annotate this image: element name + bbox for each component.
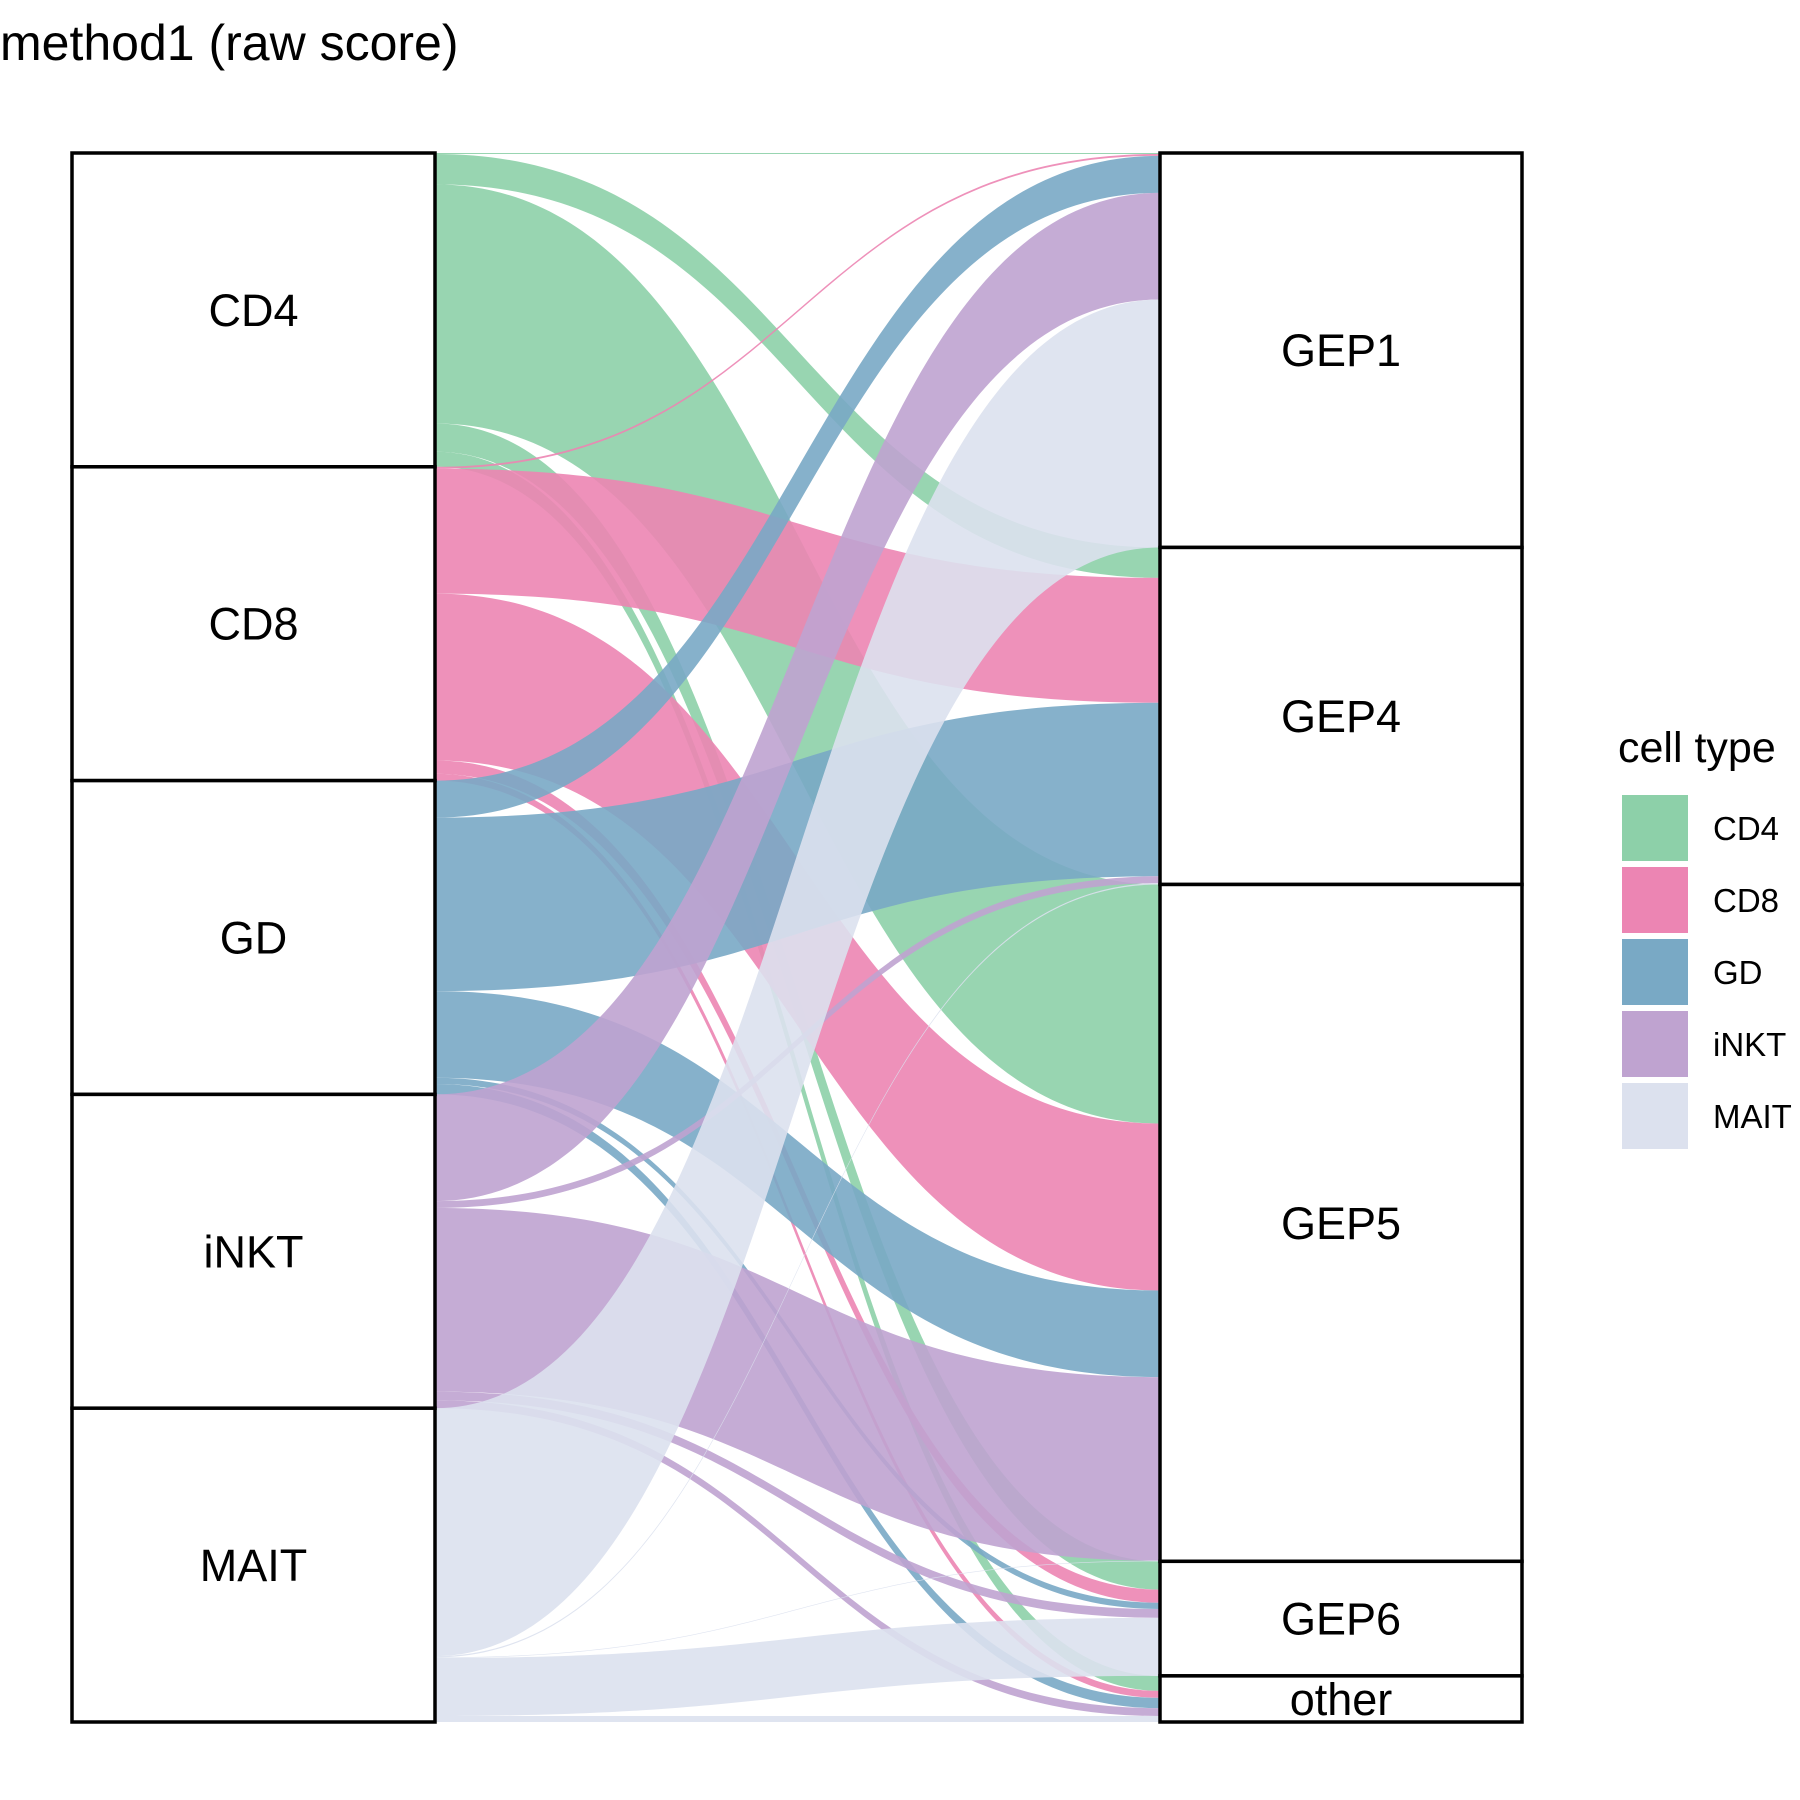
node-mait [70, 1406, 437, 1724]
node-gep1 [1158, 151, 1524, 550]
flows-layer [435, 153, 1160, 1722]
legend-label-cd4: CD4 [1713, 810, 1779, 847]
flow-cd8-to-gep1 [435, 153, 1160, 469]
flow-inkt-to-gep6 [435, 1391, 1160, 1618]
legend-label-mait: MAIT [1713, 1098, 1792, 1135]
flow-cd8-to-other [435, 773, 1160, 1698]
flow-cd4-to-gep4 [435, 153, 1160, 578]
legend-swatch-gd [1622, 939, 1688, 1005]
node-gep5 [1158, 882, 1524, 1564]
legend-label-cd8: CD8 [1713, 882, 1779, 919]
legend-swatch-mait [1622, 1083, 1688, 1149]
flow-mait-to-other [435, 1716, 1160, 1722]
flow-gd-to-gep4 [435, 702, 1160, 992]
flow-cd4-to-gep1 [435, 153, 1160, 154]
flow-gd-to-gep1 [435, 155, 1160, 818]
node-label-mait: MAIT [200, 1540, 308, 1591]
node-label-inkt: iNKT [204, 1226, 304, 1277]
legend-swatch-inkt [1622, 1011, 1688, 1077]
node-gep4 [1158, 545, 1524, 887]
node-gep6 [1158, 1559, 1524, 1678]
node-label-other: other [1290, 1674, 1393, 1725]
legend-label-gd: GD [1713, 954, 1763, 991]
flow-inkt-to-other [435, 1400, 1160, 1717]
node-cd4 [70, 151, 437, 469]
node-other [1158, 1674, 1524, 1724]
legend: cell type CD4 CD8 GD iNKT MAIT [1618, 724, 1792, 1149]
node-label-gep4: GEP4 [1281, 691, 1401, 742]
legend-title: cell type [1618, 724, 1776, 772]
node-label-cd4: CD4 [208, 285, 298, 336]
node-inkt [70, 1092, 437, 1410]
nodes-layer: CD4 CD8 GD iNKT MAIT GEP1 GEP4 GEP5 GEP6 other [70, 151, 1524, 1725]
node-label-cd8: CD8 [208, 599, 298, 650]
node-label-gd: GD [220, 913, 288, 964]
flow-mait-to-gep4 [435, 883, 1160, 1658]
legend-swatch-cd4 [1622, 795, 1688, 861]
node-label-gep5: GEP5 [1281, 1198, 1401, 1249]
node-label-gep1: GEP1 [1281, 325, 1401, 376]
flow-mait-to-gep1 [435, 299, 1160, 1657]
flow-inkt-to-gep1 [435, 192, 1160, 1202]
node-label-gep6: GEP6 [1281, 1594, 1401, 1645]
node-gd [70, 778, 437, 1097]
flow-mait-to-gep6 [435, 1617, 1160, 1717]
legend-swatch-cd8 [1622, 867, 1688, 933]
legend-label-inkt: iNKT [1713, 1026, 1786, 1063]
chart-title: method1 (raw score) [0, 15, 459, 71]
flow-mait-to-gep5 [435, 1560, 1160, 1658]
